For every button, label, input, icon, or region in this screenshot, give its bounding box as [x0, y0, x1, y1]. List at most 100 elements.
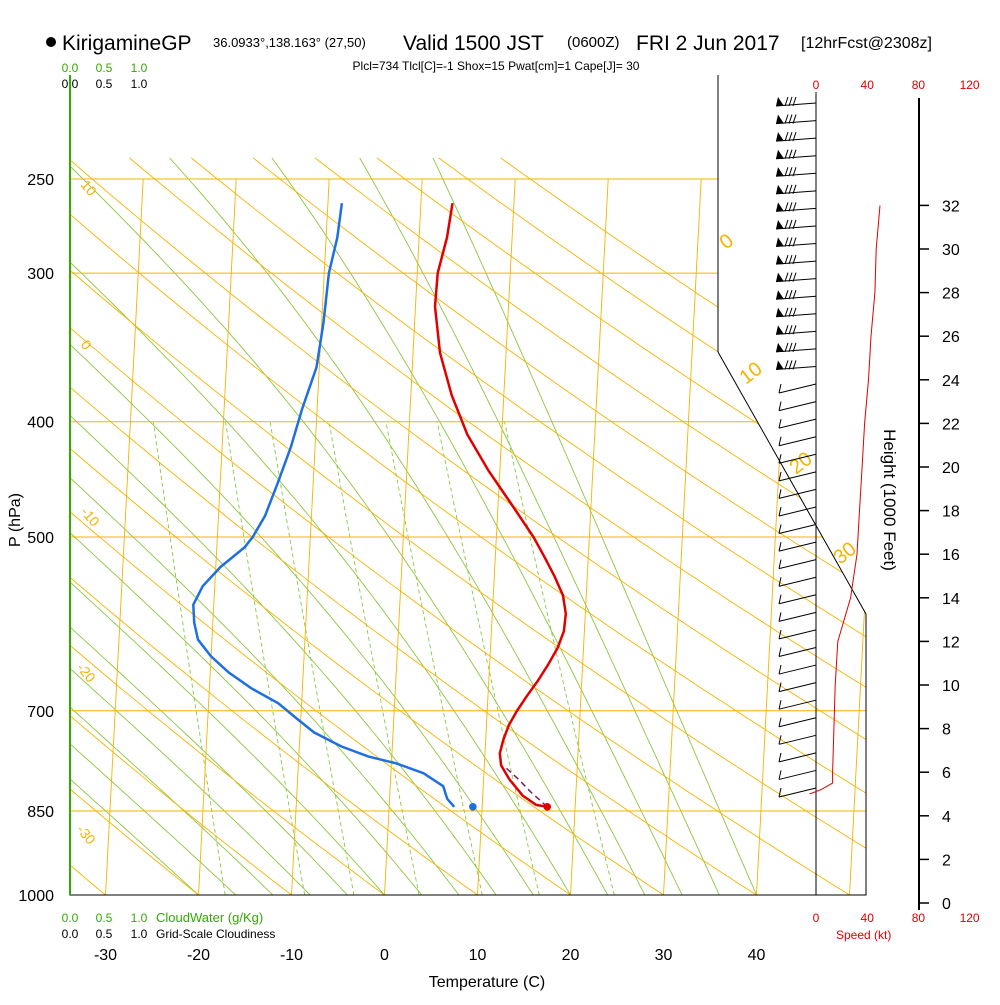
mixing-ratio-line — [385, 421, 483, 895]
theta-label: -30 — [74, 822, 99, 848]
mixing-ratio-label: 5 — [415, 898, 429, 915]
dry-adiabat-line — [70, 157, 514, 895]
dry-adiabat-line — [376, 157, 866, 895]
wind-barb-feather — [792, 254, 797, 265]
wind-barb-feather — [784, 325, 789, 335]
wind-barb-feather — [792, 167, 797, 177]
speed-tick-label-top: 120 — [960, 78, 980, 92]
wind-barb-feather — [788, 307, 793, 317]
cloudwater-scale-label: 0.5 — [96, 61, 113, 75]
moist-adiabat-line — [70, 157, 497, 895]
temperature-tick-label: 0 — [380, 947, 389, 964]
wind-barb-flag — [776, 184, 784, 194]
wind-barb-feather — [778, 541, 782, 552]
wind-barb-flag — [776, 167, 784, 177]
x-axis-label: Temperature (C) — [429, 974, 545, 991]
theta-e-label: 20 — [786, 448, 817, 479]
height-tick-label: 6 — [942, 765, 951, 782]
height-tick-label: 16 — [942, 547, 960, 564]
wind-barb-feather — [788, 342, 793, 353]
wind-barb-feather — [784, 184, 789, 194]
wind-barb-feather — [788, 114, 793, 124]
wind-barb-feather — [792, 342, 797, 353]
dry-adiabat-line — [70, 157, 866, 895]
wind-barb-staff — [778, 611, 817, 622]
dry-adiabats — [70, 157, 866, 895]
dry-adiabat-line — [70, 157, 231, 895]
wind-barb-feather — [784, 114, 789, 124]
wind-barb-feather — [788, 254, 793, 265]
height-tick-label: 0 — [942, 896, 951, 913]
wind-barb-feather — [784, 219, 789, 230]
forecast-info: [12hrFcst@2308z] — [801, 35, 932, 52]
height-tick-label: 28 — [942, 286, 960, 303]
pressure-tick-label: 850 — [27, 804, 54, 821]
moist-adiabat-line — [432, 157, 757, 895]
wind-barb-feather — [784, 131, 789, 142]
wind-barb-feather — [792, 149, 797, 159]
dry-adiabat-line — [191, 157, 866, 895]
station-dot-icon — [46, 37, 56, 47]
dry-adiabat-line — [438, 157, 866, 895]
wind-barb-feather — [792, 290, 797, 300]
wind-barb-flag — [776, 307, 784, 317]
theta-label: 10 — [78, 177, 100, 199]
dry-adiabat-line — [70, 157, 325, 895]
wind-speed-line — [809, 205, 881, 795]
dry-adiabat-line — [70, 157, 608, 895]
wind-barb-feather — [778, 559, 782, 569]
wind-barb-feather — [788, 290, 793, 300]
cloudiness-scale-label: 0.5 — [96, 77, 113, 91]
wind-barb-feather — [784, 342, 789, 353]
moist-adiabat-line — [70, 157, 237, 895]
wind-barb-feather — [792, 307, 797, 317]
temperature-tick-label: -30 — [94, 947, 117, 964]
wind-barb-feather — [778, 612, 782, 622]
valid-time: Valid 1500 JST — [403, 32, 544, 55]
wind-barbs — [775, 96, 817, 798]
wind-barb-feather — [778, 419, 782, 429]
wind-barb-feather — [792, 202, 797, 212]
pressure-tick-label: 500 — [27, 530, 54, 547]
wind-barb-staff — [778, 734, 817, 745]
wind-barb-staff — [778, 752, 817, 763]
wind-barb-feather — [778, 577, 782, 587]
wind-barb-feather — [792, 237, 797, 247]
wind-barb-feather — [784, 272, 789, 282]
moist-adiabat-line — [70, 157, 423, 895]
speed-tick-label-bottom: 80 — [912, 911, 926, 925]
cloudiness-scale-label: 0.5 — [96, 927, 113, 941]
wind-barb-flag — [776, 255, 784, 265]
height-tick-label: 18 — [942, 504, 960, 521]
wind-barb-flag — [776, 202, 784, 212]
wind-barb-staff — [778, 682, 817, 693]
theta-label: 0 — [78, 337, 95, 353]
wind-barb-feather — [792, 131, 797, 142]
moist-adiabat-line — [70, 157, 199, 895]
wind-barb-staff — [778, 717, 817, 728]
moist-adiabat-line — [70, 157, 571, 895]
moist-adiabat-line — [70, 157, 534, 895]
temperature-tick-label: 10 — [469, 947, 487, 964]
speed-tick-label-top: 0 — [813, 78, 820, 92]
wind-barb-feather — [778, 524, 782, 534]
speed-tick-label-bottom: 120 — [960, 911, 980, 925]
mixing-ratio-label: 8 — [478, 898, 492, 915]
wind-barb-feather — [778, 401, 782, 411]
station-name: KirigamineGP — [62, 32, 192, 55]
wind-barb-staff — [778, 629, 817, 640]
wind-barb-feather — [778, 700, 782, 710]
temperature-tick-label: 40 — [748, 947, 766, 964]
wind-barb-flag — [776, 290, 784, 300]
wind-barb-staff — [778, 699, 817, 710]
height-tick-label: 12 — [942, 634, 960, 651]
height-tick-label: 4 — [942, 809, 951, 826]
valid-date: FRI 2 Jun 2017 — [636, 32, 780, 55]
theta-e-label: 0 — [716, 230, 738, 254]
wind-barb-feather — [784, 237, 789, 247]
temperature-tick-label: 20 — [562, 947, 580, 964]
cloudwater-scale-label: 0.0 — [62, 911, 79, 925]
wind-barb-flag — [776, 272, 784, 282]
